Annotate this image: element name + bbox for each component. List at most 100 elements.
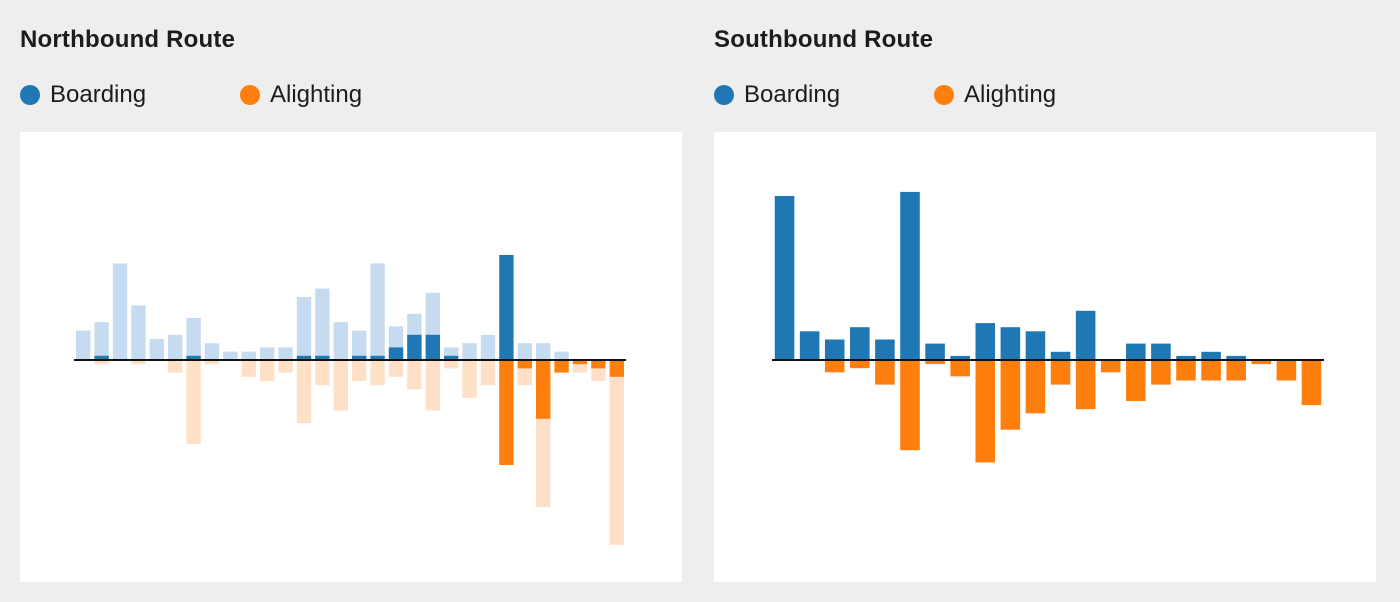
- boarding-bar: [1226, 355, 1246, 360]
- boarding-bar: [1151, 343, 1171, 360]
- faded-boarding-bar: [168, 334, 183, 360]
- northbound-plot-area: [20, 132, 682, 582]
- southbound-panel: Southbound Route Boarding Alighting: [714, 0, 1376, 602]
- alighting-bar: [536, 360, 551, 419]
- alighting-bar: [1226, 360, 1246, 381]
- alighting-bar: [1176, 360, 1196, 381]
- faded-alighting-bar: [186, 360, 201, 444]
- alighting-bar: [1000, 360, 1021, 430]
- faded-boarding-bar: [112, 263, 128, 360]
- boarding-bar: [407, 334, 422, 360]
- alighting-bar: [925, 360, 945, 365]
- faded-boarding-bar: [352, 330, 367, 360]
- alighting-swatch: [934, 85, 954, 105]
- alighting-bar: [1301, 360, 1322, 406]
- alighting-bar: [517, 360, 532, 369]
- alighting-bar: [1075, 360, 1096, 410]
- faded-boarding-bar: [370, 263, 385, 360]
- boarding-bar: [444, 355, 459, 360]
- boarding-bar: [370, 355, 385, 360]
- faded-alighting-bar: [480, 360, 496, 386]
- alighting-bar: [572, 360, 588, 365]
- faded-boarding-bar: [554, 351, 569, 360]
- alighting-bar: [609, 360, 624, 377]
- legend-alighting-label: Alighting: [964, 81, 1057, 108]
- faded-alighting-bar: [462, 360, 477, 398]
- chart-title: Northbound Route: [20, 26, 236, 53]
- boarding-bar: [1050, 351, 1071, 360]
- southbound-bar-chart: [772, 191, 1324, 463]
- alighting-bar: [950, 360, 970, 377]
- boarding-bar: [774, 196, 795, 360]
- boarding-bar: [875, 339, 895, 360]
- faded-alighting-bar: [352, 360, 367, 381]
- legend-boarding: Boarding: [714, 80, 840, 110]
- legend-boarding-label: Boarding: [744, 81, 841, 108]
- alighting-bar: [1251, 360, 1272, 365]
- faded-boarding-bar: [131, 305, 146, 360]
- boarding-bar: [799, 331, 820, 360]
- legend: Boarding Alighting: [20, 80, 640, 110]
- boarding-bar: [925, 343, 945, 360]
- faded-boarding-bar: [315, 288, 330, 360]
- boarding-bar: [499, 255, 514, 360]
- legend: Boarding Alighting: [714, 80, 1334, 110]
- northbound-panel: Northbound Route Boarding Alighting: [20, 0, 682, 602]
- faded-alighting-bar: [278, 360, 293, 373]
- faded-alighting-bar: [241, 360, 256, 377]
- alighting-bar: [591, 360, 606, 369]
- alighting-bar: [499, 360, 514, 465]
- boarding-bar: [900, 191, 920, 360]
- boarding-bar: [186, 355, 201, 360]
- boarding-swatch: [20, 85, 40, 105]
- boarding-bar: [1075, 310, 1096, 360]
- faded-alighting-bar: [425, 360, 440, 411]
- boarding-bar: [388, 347, 404, 360]
- alighting-bar: [1201, 360, 1221, 381]
- faded-alighting-bar: [388, 360, 404, 377]
- faded-boarding-bar: [204, 343, 220, 360]
- alighting-bar: [1151, 360, 1171, 385]
- boarding-bar: [352, 355, 367, 360]
- boarding-bar: [1176, 355, 1196, 360]
- boarding-bar: [1126, 343, 1146, 360]
- faded-alighting-bar: [296, 360, 312, 423]
- faded-alighting-bar: [609, 360, 624, 545]
- legend-boarding: Boarding: [20, 80, 146, 110]
- faded-boarding-bar: [462, 343, 477, 360]
- boarding-bar: [425, 334, 440, 360]
- faded-alighting-bar: [370, 360, 385, 386]
- boarding-swatch: [714, 85, 734, 105]
- faded-boarding-bar: [536, 343, 551, 360]
- faded-alighting-bar: [94, 360, 109, 365]
- alighting-bar: [1050, 360, 1071, 385]
- faded-alighting-bar: [131, 360, 146, 365]
- alighting-bar: [824, 360, 845, 373]
- boarding-bar: [1025, 331, 1046, 360]
- legend-alighting-label: Alighting: [270, 81, 363, 108]
- faded-boarding-bar: [223, 351, 238, 360]
- alighting-bar: [1025, 360, 1046, 414]
- southbound-plot-area: [714, 132, 1376, 582]
- faded-alighting-bar: [260, 360, 275, 381]
- legend-boarding-label: Boarding: [50, 81, 147, 108]
- northbound-bar-chart: [74, 255, 626, 545]
- alighting-swatch: [240, 85, 260, 105]
- alighting-bar: [1276, 360, 1297, 381]
- faded-boarding-bar: [149, 339, 164, 360]
- alighting-bar: [875, 360, 895, 385]
- faded-boarding-bar: [333, 322, 348, 360]
- faded-boarding-bar: [76, 330, 91, 360]
- faded-boarding-bar: [278, 347, 293, 360]
- faded-alighting-bar: [315, 360, 330, 386]
- legend-alighting: Alighting: [934, 80, 1056, 110]
- faded-boarding-bar: [480, 334, 496, 360]
- faded-boarding-bar: [94, 322, 109, 360]
- boarding-bar: [1201, 351, 1221, 360]
- faded-alighting-bar: [333, 360, 348, 411]
- boarding-bar: [296, 355, 312, 360]
- boarding-bar: [824, 339, 845, 360]
- boarding-bar: [850, 327, 870, 360]
- boarding-bar: [1000, 327, 1021, 360]
- faded-boarding-bar: [260, 347, 275, 360]
